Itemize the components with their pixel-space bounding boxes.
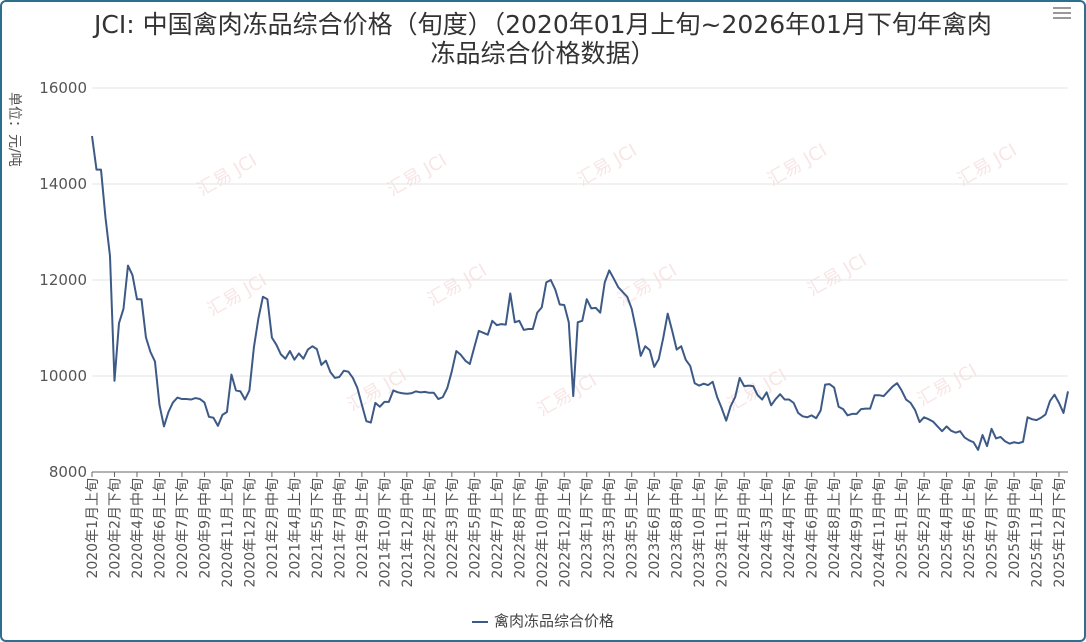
x-tick-label: 2025年7月下旬 [985, 478, 1001, 579]
chart-title: JCI: 中国禽肉冻品综合价格（旬度）（2020年01月上旬~2026年01月下… [0, 10, 1086, 68]
watermark: 汇易 JCI [724, 365, 791, 416]
grid-lines [92, 87, 1068, 473]
x-tick-label: 2020年12月下旬 [242, 478, 258, 587]
watermark: 汇易 JCI [574, 140, 641, 191]
x-tick-label: 2023年1月下旬 [580, 478, 596, 579]
x-tick-label: 2025年1月上旬 [895, 478, 911, 579]
x-tick-label: 2022年3月下旬 [445, 478, 461, 579]
watermark-text: 汇易 JCI [914, 360, 981, 411]
watermark-text: 汇易 JCI [724, 365, 791, 416]
y-tick-label: 12000 [39, 271, 87, 289]
y-axis-label-text: 单位：元/吨 [6, 92, 22, 167]
x-tick-label: 2023年8月中旬 [670, 478, 686, 579]
x-tick-label: 2023年3月中旬 [602, 478, 618, 579]
x-tick-label: 2023年11月下旬 [715, 478, 731, 587]
x-tick-label: 2020年7月下旬 [175, 478, 191, 579]
x-tick-label: 2025年11月上旬 [1030, 478, 1046, 587]
watermark-text: 汇易 JCI [384, 150, 451, 201]
x-tick-label: 2022年12月上旬 [557, 478, 573, 587]
watermark-text: 汇易 JCI [534, 370, 601, 421]
watermark-text: 汇易 JCI [954, 140, 1021, 191]
watermark-text: 汇易 JCI [204, 270, 271, 321]
watermark-text: 汇易 JCI [574, 140, 641, 191]
x-tick-label: 2020年9月中旬 [197, 478, 213, 579]
x-tick-label: 2024年3月上旬 [760, 478, 776, 579]
watermark: 汇易 JCI [914, 360, 981, 411]
hamburger-menu-icon[interactable] [1053, 4, 1071, 20]
watermark: 汇易 JCI [344, 365, 411, 416]
watermark: 汇易 JCI [954, 140, 1021, 191]
x-axis: 2020年1月上旬 2020年2月下旬 2020年4月中旬 2020年6月上旬 2020… [85, 471, 1068, 587]
watermark: 汇易 JCI [614, 260, 681, 311]
y-tick-label: 14000 [39, 175, 87, 193]
series-line [91, 135, 1069, 451]
x-tick-label: 2024年8月上旬 [827, 478, 843, 579]
x-tick-label: 2024年6月中旬 [805, 478, 821, 579]
x-tick-label: 2021年12月中旬 [400, 478, 416, 587]
legend[interactable]: 禽肉冻品综合价格 [0, 610, 1086, 631]
x-tick-label: 2021年9月上旬 [355, 478, 371, 579]
x-tick-label: 2020年4月中旬 [130, 478, 146, 579]
y-axis-label: 单位：元/吨 [6, 92, 22, 167]
x-tick-label: 2022年10月中旬 [535, 478, 551, 587]
x-tick-label: 2022年5月中旬 [467, 478, 483, 579]
watermark: 汇易 JCI [764, 140, 831, 191]
x-tick-label: 2024年9月下旬 [850, 478, 866, 579]
x-tick-label: 2022年7月上旬 [490, 478, 506, 579]
x-tick-label: 2025年12月下旬 [1052, 478, 1068, 587]
x-tick-label: 2025年6月上旬 [962, 478, 978, 579]
watermark-text: 汇易 JCI [344, 365, 411, 416]
x-tick-label: 2021年2月中旬 [265, 478, 281, 579]
y-tick-label: 16000 [39, 79, 87, 97]
watermark-text: 汇易 JCI [614, 260, 681, 311]
x-tick-label: 2024年1月中旬 [737, 478, 753, 579]
watermark-text: 汇易 JCI [804, 250, 871, 301]
x-tick-label: 2024年4月下旬 [782, 478, 798, 579]
x-tick-label: 2021年7月中旬 [332, 478, 348, 579]
x-tick-label: 2024年11月中旬 [872, 478, 888, 587]
y-tick-label: 8000 [49, 463, 87, 481]
x-tick-label: 2021年10月下旬 [377, 478, 393, 587]
x-tick-label: 2023年5月上旬 [625, 478, 641, 579]
watermark: 汇易 JCI [384, 150, 451, 201]
chart-title-line2: 冻品综合价格数据） [430, 39, 656, 68]
legend-swatch [471, 620, 488, 623]
x-tick-label: 2025年2月下旬 [917, 478, 933, 579]
watermark: 汇易 JCI [534, 370, 601, 421]
series-layer [91, 135, 1069, 451]
watermark: 汇易 JCI [424, 260, 491, 311]
x-tick-label: 2020年1月上旬 [85, 478, 101, 579]
y-tick-label: 10000 [39, 367, 87, 385]
legend-label: 禽肉冻品综合价格 [493, 612, 614, 630]
x-tick-label: 2020年6月上旬 [152, 478, 168, 579]
y-axis-ticks: 8000 10000 12000 14000 16000 [39, 79, 87, 481]
watermark-text: 汇易 JCI [764, 140, 831, 191]
x-tick-label: 2025年9月中旬 [1007, 478, 1023, 579]
watermark: 汇易 JCI [204, 270, 271, 321]
x-tick-label: 2025年4月中旬 [940, 478, 956, 579]
x-tick-label: 2020年2月下旬 [107, 478, 123, 579]
x-tick-label: 2020年11月上旬 [220, 478, 236, 587]
x-tick-label: 2021年5月下旬 [310, 478, 326, 579]
x-tick-label: 2022年8月下旬 [512, 478, 528, 579]
watermark-text: 汇易 JCI [194, 150, 261, 201]
watermark-text: 汇易 JCI [424, 260, 491, 311]
chart-title-line1: JCI: 中国禽肉冻品综合价格（旬度）（2020年01月上旬~2026年01月下… [94, 10, 992, 39]
x-tick-label: 2023年6月下旬 [647, 478, 663, 579]
x-tick-label: 2021年4月上旬 [287, 478, 303, 579]
watermark: 汇易 JCI [194, 150, 261, 201]
x-tick-label: 2023年10月上旬 [692, 478, 708, 587]
x-tick-label: 2022年2月上旬 [422, 478, 438, 579]
watermark: 汇易 JCI [804, 250, 871, 301]
